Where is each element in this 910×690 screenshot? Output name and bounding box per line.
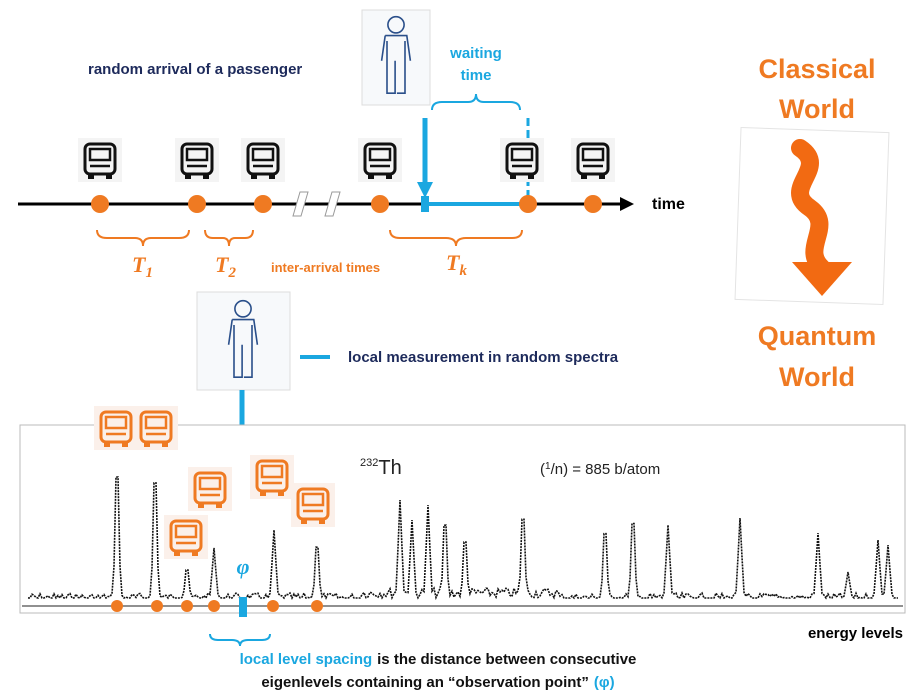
bus-wheel [260, 491, 266, 496]
observation-point [239, 597, 247, 617]
bus-icon [291, 483, 335, 527]
classical-label: World [779, 94, 855, 124]
bus-wheel [278, 491, 284, 496]
passenger-label: random arrival of a passenger [88, 61, 302, 78]
classical-label: Classical [758, 54, 875, 84]
bus-icon [241, 138, 285, 182]
bus-wheel [203, 174, 209, 179]
time-label: time [652, 196, 685, 213]
level-dot [111, 600, 123, 612]
passenger-box [362, 10, 430, 105]
observer-box [197, 292, 290, 390]
bus-arrival-dot [371, 195, 389, 213]
bus-arrival-dot [584, 195, 602, 213]
bus-arrival-dot [254, 195, 272, 213]
bus-wheel [162, 442, 168, 447]
bus-icon [250, 455, 294, 499]
bus-wheel [301, 519, 307, 524]
interval-label: Tk [446, 250, 467, 279]
interval-label: T1 [132, 252, 153, 281]
level-dot [267, 600, 279, 612]
inter-arrival-label: inter-arrival times [271, 260, 380, 275]
phi-label: φ [237, 554, 250, 579]
bus-arrival-dot [188, 195, 206, 213]
bus-icon [164, 515, 208, 559]
bus-icon [188, 467, 232, 511]
bus-wheel [599, 174, 605, 179]
bus-wheel [198, 503, 204, 508]
interval-brace [205, 230, 253, 246]
diagram: random arrival of a passenger waiting ti… [0, 0, 910, 690]
bus-wheel [386, 174, 392, 179]
bus-wheel [581, 174, 587, 179]
interval-label: T2 [215, 252, 236, 281]
interval-brace [97, 230, 189, 246]
bus-arrival-dot [519, 195, 537, 213]
spectrum-annotation: (1/n) = 885 b/atom [540, 461, 660, 478]
bus-wheel [144, 442, 150, 447]
waiting-brace [432, 94, 520, 110]
bus-icon [500, 138, 544, 182]
bus-wheel [216, 503, 222, 508]
timeline-arrow [620, 197, 634, 211]
bus-wheel [104, 442, 110, 447]
caption-line: local level spacingis the distance betwe… [240, 651, 637, 668]
level-dot [181, 600, 193, 612]
bus-wheel [319, 519, 325, 524]
caption-line: eigenlevels containing an “observation p… [261, 674, 614, 690]
bus-icon [134, 406, 178, 450]
measurement-label: local measurement in random spectra [348, 349, 619, 366]
bus-wheel [192, 551, 198, 556]
bus-wheel [174, 551, 180, 556]
bus-icon [78, 138, 122, 182]
bus-icon [94, 406, 138, 450]
bus-arrival-dot [91, 195, 109, 213]
bus-wheel [88, 174, 94, 179]
level-dot [151, 600, 163, 612]
bus-icon [175, 138, 219, 182]
level-dot [311, 600, 323, 612]
bus-wheel [106, 174, 112, 179]
bus-wheel [368, 174, 374, 179]
bus-wheel [251, 174, 257, 179]
waiting-label: waiting [449, 45, 502, 62]
arrival-arrowhead [417, 182, 433, 198]
bus-icon [358, 138, 402, 182]
interval-brace [390, 230, 522, 246]
quantum-label: World [779, 362, 855, 392]
energy-axis-label: energy levels [808, 625, 903, 642]
bus-wheel [269, 174, 275, 179]
bus-wheel [510, 174, 516, 179]
bus-icon [571, 138, 615, 182]
spacing-brace [210, 634, 270, 646]
level-dot [208, 600, 220, 612]
bus-wheel [528, 174, 534, 179]
bus-wheel [122, 442, 128, 447]
waiting-label: time [461, 67, 492, 84]
bus-wheel [185, 174, 191, 179]
quantum-label: Quantum [758, 321, 877, 351]
